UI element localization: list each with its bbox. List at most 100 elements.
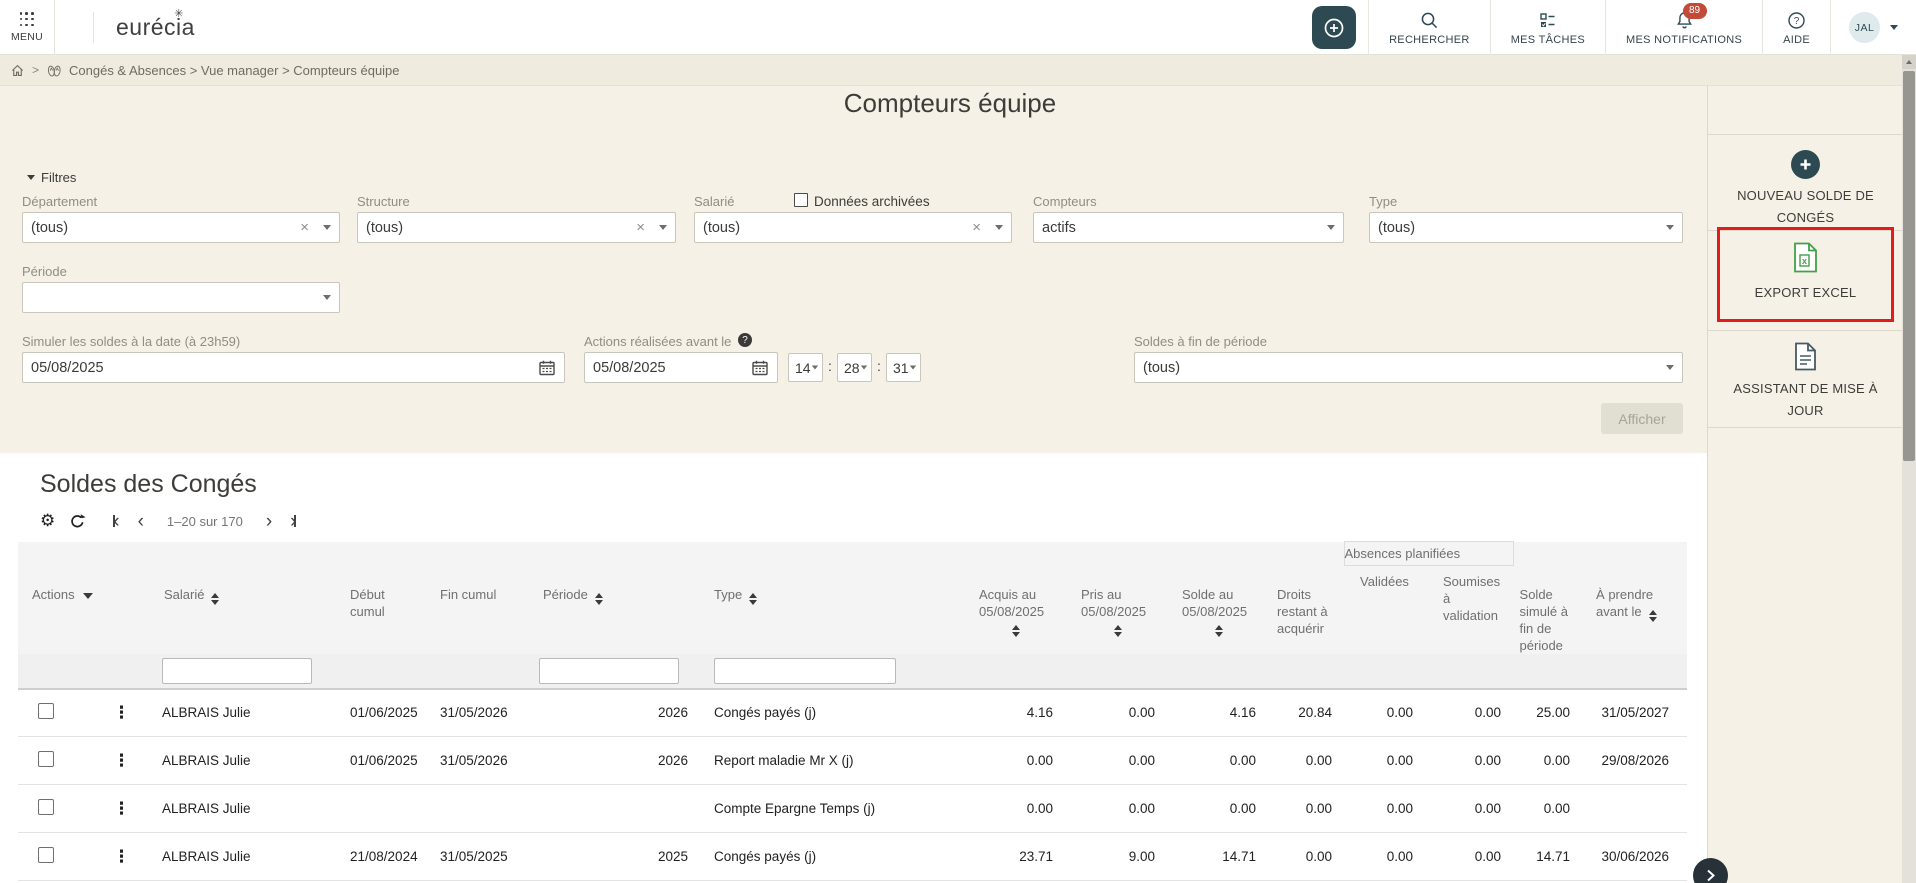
refresh-icon[interactable] [69, 513, 86, 530]
periode-select[interactable] [22, 282, 340, 313]
divider [1830, 0, 1831, 55]
sort-icon[interactable] [749, 592, 758, 605]
clear-icon[interactable]: × [636, 219, 645, 236]
conges-module-icon [47, 65, 61, 76]
col-header-a-prendre[interactable]: À prendre avant le [1582, 541, 1688, 654]
update-assistant-button[interactable]: ASSISTANT DE MISE À JOUR [1708, 342, 1903, 428]
filter-cell [1513, 653, 1583, 690]
periode-filter-input[interactable] [539, 657, 680, 684]
scrollbar-up-arrow[interactable] [1902, 55, 1916, 69]
col-header-periode[interactable]: Période [525, 541, 701, 654]
dropdown-caret-icon [909, 365, 916, 370]
sort-icon[interactable] [594, 592, 603, 605]
calendar-icon[interactable] [751, 359, 769, 377]
cell-validees: 0.00 [1344, 784, 1426, 833]
menu-button[interactable]: MENU [0, 0, 55, 55]
update-assistant-label: ASSISTANT DE MISE À JOUR [1733, 381, 1878, 418]
prev-page-button[interactable]: ‹ [137, 510, 144, 532]
time-separator: : [828, 358, 832, 374]
row-menu-icon[interactable]: ⋮ [113, 846, 130, 867]
scrollbar-thumb[interactable] [1903, 71, 1915, 461]
notifications-button[interactable]: 89 MES NOTIFICATIONS [1606, 0, 1762, 55]
row-menu-icon[interactable]: ⋮ [113, 750, 130, 771]
sort-icon[interactable] [1113, 624, 1123, 637]
sidebar-divider [1708, 427, 1903, 428]
help-button[interactable]: ? AIDE [1763, 0, 1830, 55]
cell-solde: 0.00 [1167, 784, 1269, 833]
col-header-actions[interactable]: Actions [18, 541, 151, 654]
afficher-button[interactable]: Afficher [1601, 403, 1683, 434]
salarie-select[interactable]: (tous) × [694, 212, 1012, 243]
sort-icon[interactable] [1648, 609, 1657, 622]
archived-checkbox[interactable] [794, 193, 808, 207]
svg-text:?: ? [1794, 16, 1800, 27]
scroll-right-button[interactable] [1693, 858, 1728, 883]
cell-periode: 2025 [525, 832, 701, 881]
user-menu[interactable]: JAL [1831, 0, 1916, 55]
cell-a-prendre [1582, 784, 1688, 833]
vertical-scrollbar[interactable] [1902, 55, 1916, 883]
row-checkbox[interactable] [38, 847, 54, 863]
col-header-pris[interactable]: Pris au 05/08/2025 [1065, 541, 1168, 654]
eurecia-logo[interactable]: eurécia ✳ [116, 8, 195, 41]
col-header-solde[interactable]: Solde au 05/08/2025 [1167, 541, 1269, 654]
row-checkbox[interactable] [38, 751, 54, 767]
clear-icon[interactable]: × [300, 219, 309, 236]
row-select-cell [18, 736, 75, 785]
type-filter-input[interactable] [714, 657, 897, 684]
archived-label: Données archivées [814, 194, 930, 209]
export-excel-button[interactable]: x EXPORT EXCEL [1708, 242, 1903, 328]
sort-icon[interactable] [1011, 624, 1021, 637]
new-balance-button[interactable]: NOUVEAU SOLDE DE CONGÉS [1708, 134, 1903, 232]
new-balance-label: NOUVEAU SOLDE DE CONGÉS [1737, 188, 1874, 225]
hour-select[interactable]: 14 [788, 353, 823, 382]
second-select[interactable]: 31 [886, 353, 921, 382]
dropdown-caret-icon [811, 365, 818, 370]
cell-type: Congés payés (j) [700, 832, 901, 881]
filter-cell [1167, 653, 1269, 690]
type-value: (tous) [1378, 219, 1416, 236]
type-select[interactable]: (tous) [1369, 212, 1683, 243]
breadcrumb-path[interactable]: Congés & Absences > Vue manager > Compte… [69, 62, 400, 78]
first-page-button[interactable]: ‹ [104, 512, 128, 531]
actions-before-date-input[interactable]: 05/08/2025 [584, 352, 778, 383]
compteurs-select[interactable]: actifs [1033, 212, 1344, 243]
structure-select[interactable]: (tous) × [357, 212, 676, 243]
end-period-select[interactable]: (tous) [1134, 352, 1683, 383]
departement-select[interactable]: (tous) × [22, 212, 340, 243]
chevron-down-icon [1890, 25, 1898, 30]
col-header-acquis[interactable]: Acquis au 05/08/2025 [900, 541, 1066, 654]
simulate-date-input[interactable]: 05/08/2025 [22, 352, 565, 383]
last-page-button[interactable]: › [281, 512, 305, 531]
filters-label: Filtres [41, 170, 77, 185]
row-checkbox[interactable] [38, 799, 54, 815]
settings-gear-icon[interactable]: ⚙ [40, 510, 56, 531]
tasks-button[interactable]: MES TÂCHES [1491, 0, 1605, 55]
next-page-button[interactable]: › [265, 510, 273, 532]
calendar-icon[interactable] [538, 359, 556, 377]
row-checkbox[interactable] [38, 703, 54, 720]
clear-icon[interactable]: × [972, 219, 981, 236]
home-icon[interactable] [10, 63, 25, 78]
compteurs-value: actifs [1042, 219, 1076, 236]
row-menu-icon[interactable]: ⋮ [113, 798, 130, 819]
periode-label: Période [22, 264, 67, 279]
cell-solde: 0.00 [1167, 736, 1269, 785]
pagination-info: 1–20 sur 170 [166, 513, 243, 529]
dropdown-caret-icon [659, 225, 667, 230]
minute-select[interactable]: 28 [837, 353, 872, 382]
excel-file-icon: x [1794, 242, 1817, 273]
search-button[interactable]: RECHERCHER [1369, 0, 1490, 55]
actions-before-date-value: 05/08/2025 [593, 359, 666, 376]
help-tooltip-icon[interactable]: ? [738, 333, 752, 347]
compteurs-label: Compteurs [1033, 194, 1097, 209]
dropdown-caret-icon [995, 225, 1003, 230]
filters-toggle[interactable]: Filtres [27, 170, 76, 185]
sort-icon[interactable] [1214, 624, 1224, 637]
salarie-filter-input[interactable] [162, 657, 313, 684]
row-menu-icon[interactable]: ⋮ [113, 702, 130, 723]
quick-add-button[interactable] [1312, 6, 1357, 49]
sort-icon[interactable] [211, 592, 220, 605]
col-header-salarie[interactable]: Salarié [150, 541, 331, 654]
col-header-type[interactable]: Type [700, 541, 901, 654]
